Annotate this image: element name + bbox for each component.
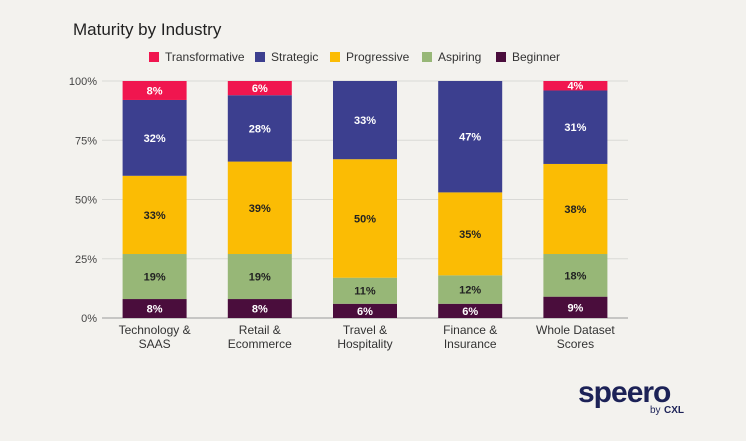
data-label: 28% <box>249 123 271 135</box>
bar-segment-strategic <box>543 90 608 164</box>
bar-segment-progressive <box>122 175 187 255</box>
data-label: 33% <box>354 115 376 127</box>
bar-segment-transformative <box>227 81 292 96</box>
data-label: 38% <box>564 204 586 216</box>
bar-segment-strategic <box>333 81 397 160</box>
x-category-label: Finance & <box>443 323 497 337</box>
data-label: 33% <box>144 210 166 222</box>
legend: Transformative Strategic Progressive Aspiri… <box>149 50 560 64</box>
x-category-label: Hospitality <box>337 337 392 351</box>
x-category-label: Insurance <box>444 337 497 351</box>
legend-swatch-beginner <box>496 52 506 62</box>
legend-label: Progressive <box>346 50 410 64</box>
data-label: 8% <box>147 85 163 97</box>
y-axis: 0% 25% 50% 75% 100% <box>69 76 97 325</box>
bar-segment-beginner <box>543 296 608 318</box>
data-label: 8% <box>252 304 268 316</box>
bar-segment-beginner <box>333 303 397 318</box>
y-tick-label: 50% <box>75 195 97 207</box>
data-label: 32% <box>144 133 166 145</box>
bar-segment-beginner <box>438 303 503 318</box>
legend-label: Strategic <box>271 50 318 64</box>
bars <box>122 81 608 318</box>
bar-segment-aspiring <box>438 275 503 304</box>
y-tick-label: 75% <box>75 135 97 147</box>
data-label: 39% <box>249 203 271 215</box>
legend-swatch-progressive <box>330 52 340 62</box>
x-category-label: SAAS <box>139 337 171 351</box>
legend-label: Beginner <box>512 50 560 64</box>
data-label: 6% <box>357 306 373 318</box>
logo-brand-text: CXL <box>664 405 684 416</box>
logo-by-text: by <box>650 405 661 416</box>
data-label: 4% <box>567 81 583 93</box>
data-label: 12% <box>459 285 481 297</box>
bar-segment-aspiring <box>333 277 397 304</box>
legend-label: Transformative <box>165 50 245 64</box>
bar-segment-progressive <box>438 192 503 276</box>
bar-segment-aspiring <box>543 254 608 297</box>
y-tick-label: 25% <box>75 254 97 266</box>
data-label: 6% <box>252 83 268 95</box>
data-label: 47% <box>459 132 481 144</box>
bar-segment-beginner <box>227 299 292 318</box>
data-label: 18% <box>564 270 586 282</box>
data-labels: 8% 19% 33% 32% 8% 8% 19% 39% 28% 6% 6% 11% 50% 33% 6% 1… <box>144 81 587 318</box>
legend-swatch-transformative <box>149 52 159 62</box>
bar-segment-aspiring <box>227 254 292 300</box>
y-tick-label: 100% <box>69 76 97 88</box>
bar-segment-progressive <box>543 163 608 255</box>
bar-segment-beginner <box>122 299 187 318</box>
x-axis: Technology &SAAS Retail &Ecommerce Travel … <box>119 323 616 351</box>
x-category-label: Whole Dataset <box>536 323 615 337</box>
data-label: 19% <box>144 272 166 284</box>
x-category-label: Ecommerce <box>228 337 292 351</box>
data-label: 6% <box>462 306 478 318</box>
logo-wordmark: speero <box>578 376 671 409</box>
bar-segment-strategic <box>122 99 187 176</box>
legend-label: Aspiring <box>438 50 481 64</box>
data-label: 50% <box>354 213 376 225</box>
data-label: 11% <box>354 286 376 298</box>
data-label: 19% <box>249 272 271 284</box>
bar-segment-progressive <box>333 159 397 278</box>
chart-title: Maturity by Industry <box>73 20 222 39</box>
legend-swatch-strategic <box>255 52 265 62</box>
speero-logo: speero by CXL <box>578 376 684 416</box>
data-label: 9% <box>567 302 583 314</box>
bar-segment-strategic <box>227 95 292 162</box>
y-tick-label: 0% <box>81 313 97 325</box>
bar-segment-progressive <box>227 161 292 255</box>
x-category-label: Technology & <box>119 323 191 337</box>
data-label: 31% <box>564 122 586 134</box>
bar-segment-transformative <box>122 81 187 100</box>
data-label: 8% <box>147 304 163 316</box>
bar-segment-transformative <box>543 81 608 91</box>
bar-segment-strategic <box>438 81 503 193</box>
data-label: 35% <box>459 229 481 241</box>
x-category-label: Travel & <box>343 323 387 337</box>
x-category-label: Retail & <box>239 323 281 337</box>
legend-swatch-aspiring <box>422 52 432 62</box>
x-category-label: Scores <box>557 337 594 351</box>
bar-segment-aspiring <box>122 254 187 300</box>
